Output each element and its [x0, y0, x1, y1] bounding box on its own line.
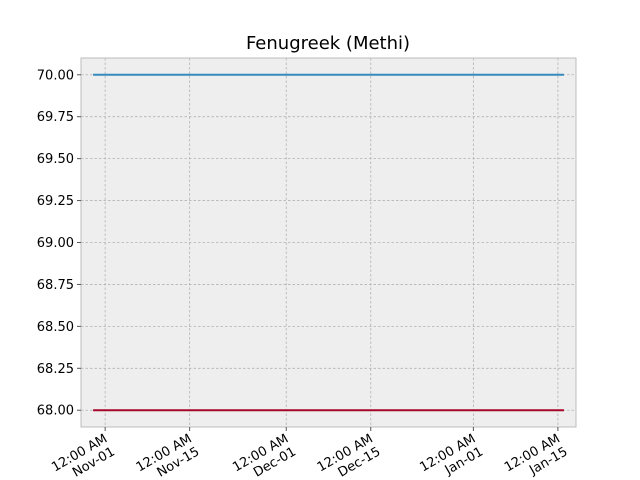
y-tick-label: 68.00 [37, 404, 74, 419]
y-tick-label: 69.00 [37, 236, 74, 251]
y-tick-label: 68.50 [37, 320, 74, 335]
y-axis: 68.00 68.25 68.50 68.75 69.00 69.25 69.50 69.75… [37, 68, 81, 419]
y-tick-label: 69.50 [37, 152, 74, 167]
y-tick-label: 68.25 [37, 362, 74, 377]
y-tick-label: 69.25 [37, 194, 74, 209]
y-tick-label: 69.75 [37, 110, 74, 125]
series-lines [93, 73, 564, 412]
chart-title: Fenugreek (Methi) [246, 33, 410, 54]
y-tick-label: 70.00 [37, 68, 74, 83]
y-tick-label: 68.75 [37, 278, 74, 293]
